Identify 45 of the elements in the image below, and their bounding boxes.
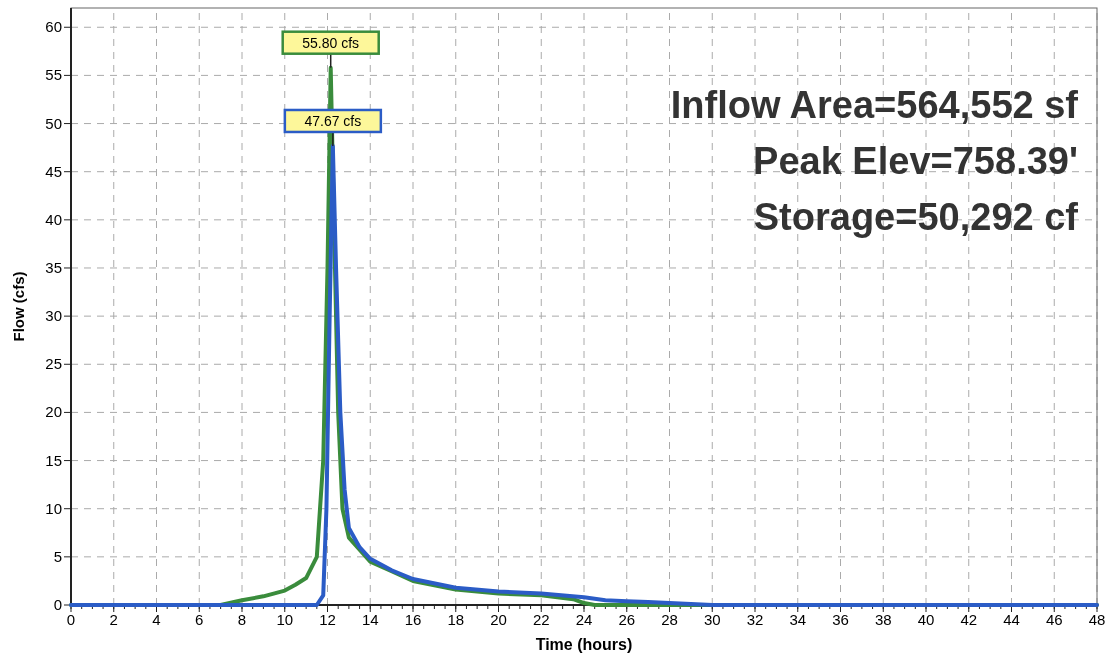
y-tick-label: 50 [45,114,62,132]
x-tick-label: 32 [746,611,764,628]
y-tick-label: 0 [53,596,62,613]
y-tick-label: 25 [45,355,62,373]
x-tick-label: 28 [661,611,678,628]
y-tick-label: 40 [45,210,62,228]
annotation: Peak Elev=758.39' [753,140,1078,182]
x-tick-label: 42 [960,611,978,628]
x-tick-label: 40 [917,611,935,628]
x-tick-label: 48 [1088,611,1106,628]
annotation: Storage=50,292 cf [753,196,1079,238]
annotation: 47.67 cfs [304,112,362,129]
y-tick-label: 30 [45,307,62,325]
y-tick-label: 45 [45,162,62,180]
x-tick-label: 10 [276,611,294,628]
y-tick-label: 35 [45,258,62,276]
x-tick-label: 34 [789,611,807,628]
x-tick-label: 20 [490,611,507,628]
x-tick-label: 2 [109,611,118,628]
x-tick-label: 4 [152,611,161,628]
x-tick-label: 22 [532,611,550,628]
x-tick-label: 30 [703,611,721,628]
y-tick-label: 60 [45,18,62,36]
x-tick-label: 14 [361,611,379,628]
x-tick-label: 16 [404,611,422,628]
x-tick-label: 24 [575,611,593,628]
y-tick-label: 20 [45,403,62,421]
x-tick-label: 0 [66,611,76,628]
y-axis-title: Flow (cfs) [10,271,27,342]
y-tick-label: 15 [45,451,62,469]
x-tick-label: 44 [1003,611,1020,628]
x-tick-label: 8 [237,611,247,628]
x-axis-title: Time (hours) [535,636,633,653]
x-tick-label: 6 [195,611,204,628]
x-tick-label: 46 [1045,611,1063,628]
x-tick-label: 12 [319,611,336,628]
annotation: Inflow Area=564,552 sf [670,84,1079,126]
x-tick-label: 36 [832,611,849,628]
y-tick-label: 10 [45,499,62,517]
y-tick-label: 5 [53,547,62,565]
x-tick-label: 38 [874,611,892,628]
x-tick-label: 18 [447,611,465,628]
annotation: 55.80 cfs [302,34,360,51]
y-tick-label: 55 [45,66,62,84]
x-tick-label: 26 [618,611,636,628]
